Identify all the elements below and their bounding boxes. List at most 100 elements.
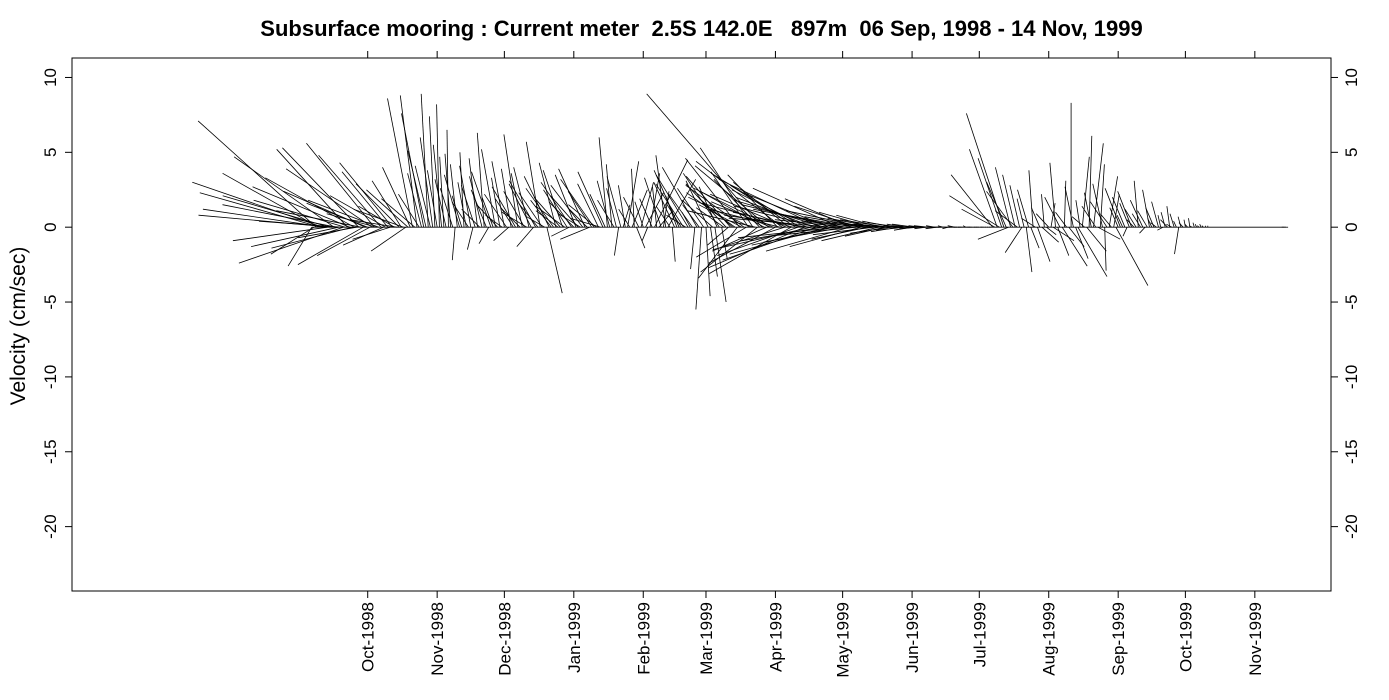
velocity-stick <box>457 182 467 228</box>
velocity-stick <box>1028 170 1034 228</box>
x-tick-label: Oct-1998 <box>359 602 378 672</box>
velocity-stick <box>287 226 313 267</box>
x-tick-label: Jun-1999 <box>903 602 922 673</box>
velocity-stick <box>1169 213 1175 228</box>
x-tick-label: Nov-1998 <box>428 602 447 676</box>
velocity-stick <box>668 193 693 228</box>
velocity-stick <box>1057 227 1070 256</box>
x-tick-label: Sep-1999 <box>1109 602 1128 676</box>
x-tick-label: Apr-1999 <box>766 602 785 672</box>
x-tick-label: Oct-1999 <box>1176 602 1195 672</box>
velocity-stick <box>700 226 758 273</box>
velocity-stick <box>700 190 765 228</box>
y-tick-label-left: 5 <box>41 148 60 157</box>
velocity-stick <box>1131 213 1141 228</box>
velocity-stick <box>329 195 386 228</box>
velocity-stick <box>192 181 324 228</box>
velocity-stick <box>478 226 490 244</box>
velocity-stick <box>1092 183 1103 228</box>
x-tick-label: Mar-1999 <box>697 602 716 675</box>
velocity-stick <box>714 227 727 303</box>
velocity-stick <box>618 185 626 228</box>
velocity-stick <box>596 180 611 228</box>
axes: 10 10 5 5 0 0 -5 -5 -10 -10 -15 -15 -20 -20 Oct-1998 No… <box>41 51 1361 678</box>
velocity-stick <box>995 167 1011 228</box>
velocity-stick <box>1031 207 1041 228</box>
velocity-stick <box>994 210 1018 228</box>
velocity-stick <box>491 161 505 228</box>
velocity-stick <box>451 201 469 228</box>
velocity-stick <box>298 226 357 239</box>
velocity-stick <box>326 213 377 228</box>
velocity-stick <box>491 186 516 228</box>
y-tick-label-left: -10 <box>41 365 60 390</box>
x-tick-label: Dec-1998 <box>495 602 514 676</box>
velocity-stick <box>627 161 640 228</box>
velocity-stick <box>1099 164 1105 228</box>
velocity-stick <box>560 179 595 228</box>
velocity-stick <box>485 214 503 228</box>
velocity-stick <box>639 198 653 228</box>
velocity-stick <box>636 227 646 249</box>
velocity-stick <box>696 226 747 258</box>
velocity-stick <box>712 226 767 252</box>
velocity-stick <box>653 182 675 228</box>
y-tick-label-right: -5 <box>1342 294 1361 309</box>
velocity-stick <box>1115 227 1149 286</box>
velocity-stick <box>665 202 682 228</box>
velocity-stick <box>1157 215 1162 228</box>
velocity-stick <box>551 226 570 237</box>
velocity-stick <box>510 173 523 228</box>
velocity-stick <box>1021 217 1036 228</box>
velocity-stick <box>471 171 492 228</box>
velocity-stick <box>655 183 684 228</box>
velocity-stick <box>1139 226 1146 234</box>
velocity-stick <box>1119 203 1130 228</box>
velocity-stick <box>1046 226 1057 236</box>
velocity-stick <box>707 226 729 246</box>
y-tick-label-right: 10 <box>1342 68 1361 87</box>
velocity-stick <box>232 226 328 242</box>
velocity-stick <box>1199 224 1202 228</box>
velocity-stick <box>734 205 819 228</box>
velocity-stick <box>606 188 617 228</box>
velocity-stick <box>470 189 487 228</box>
velocity-stick <box>1016 198 1025 228</box>
velocity-stick <box>341 171 389 228</box>
velocity-stick <box>399 95 418 228</box>
velocity-stick <box>525 141 541 228</box>
velocity-stick <box>672 227 676 262</box>
y-tick-label-right: -15 <box>1342 439 1361 464</box>
velocity-stick <box>1192 222 1195 228</box>
velocity-stick <box>1017 189 1029 228</box>
y-tick-label-right: 5 <box>1342 148 1361 157</box>
velocity-stick <box>297 226 364 265</box>
velocity-stick <box>695 227 702 310</box>
velocity-stick <box>649 173 661 228</box>
velocity-stick <box>339 162 393 228</box>
velocity-stick <box>1004 226 1023 253</box>
velocity-stick <box>443 174 460 228</box>
velocity-stick <box>1052 226 1075 242</box>
velocity-stick <box>419 137 434 228</box>
velocity-stick <box>516 226 534 247</box>
velocity-stick <box>560 226 590 240</box>
velocity-stick <box>969 149 998 228</box>
velocity-stick <box>461 208 480 228</box>
velocity-stick <box>282 147 359 228</box>
velocity-stick <box>644 177 662 228</box>
y-tick-label-left: 0 <box>41 222 60 231</box>
velocity-stick <box>567 191 593 228</box>
velocity-stick <box>682 204 700 228</box>
velocity-stick <box>1173 221 1177 228</box>
velocity-stick <box>1097 226 1121 240</box>
velocity-stick <box>467 227 474 250</box>
velocity-stick <box>1071 216 1085 228</box>
velocity-stick <box>222 204 337 228</box>
velocity-stick <box>306 202 368 228</box>
velocity-stick <box>589 194 606 228</box>
velocity-stick <box>432 144 442 228</box>
velocity-stick <box>526 216 545 228</box>
x-tick-label: Jan-1999 <box>565 602 584 673</box>
velocity-stick <box>548 201 575 228</box>
